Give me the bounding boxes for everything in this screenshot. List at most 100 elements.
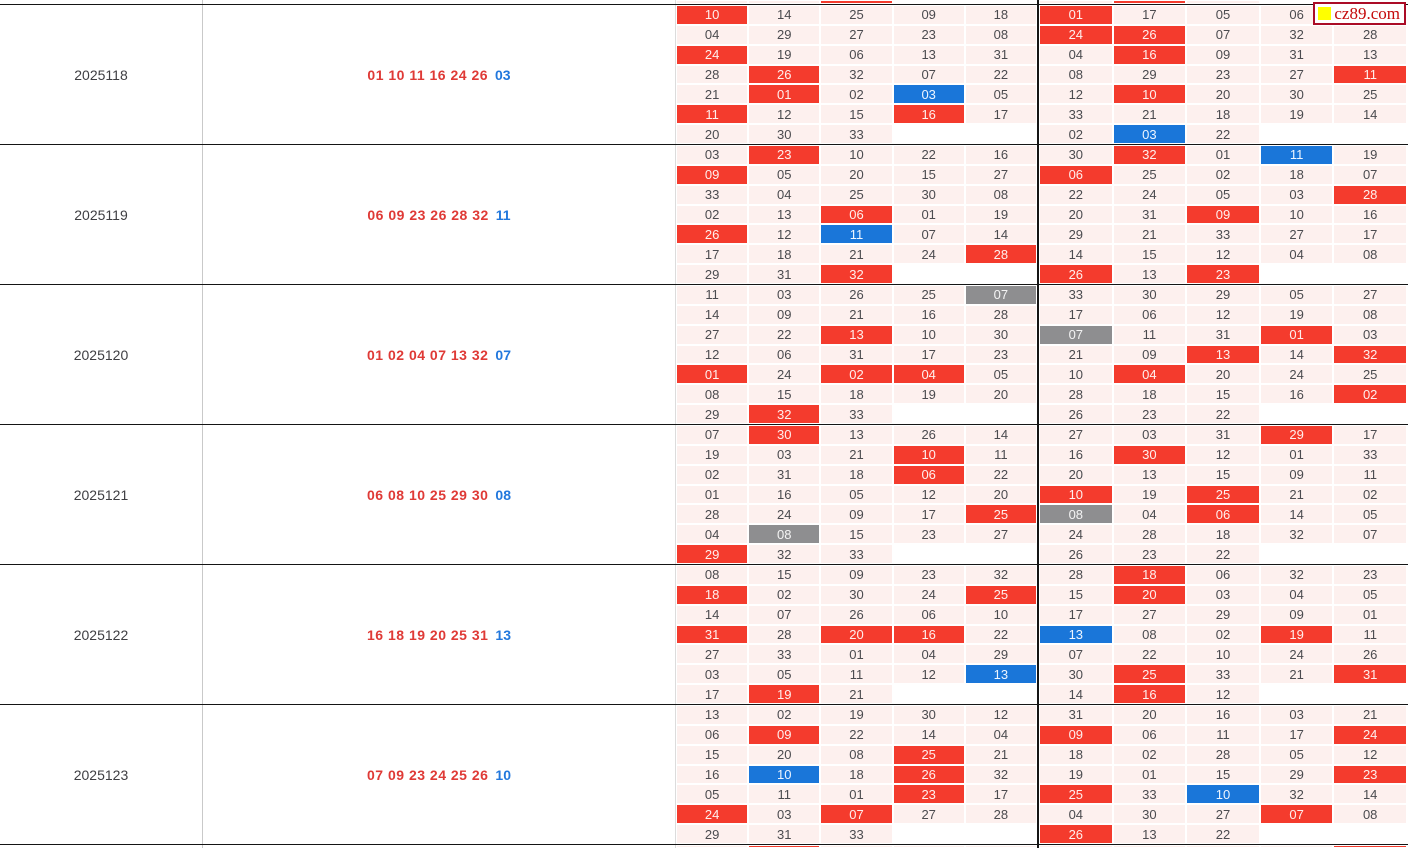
grid-cell: 24: [1333, 724, 1407, 745]
grid-cell: 32: [820, 264, 893, 284]
grid-cell: 33: [820, 404, 893, 424]
grid-cell: 09: [1259, 604, 1334, 625]
grid-cell: [892, 124, 965, 144]
grid-cell: 25: [892, 744, 965, 765]
grid-cell: 27: [1039, 425, 1113, 445]
grid-cell: 15: [748, 384, 821, 405]
grid-cell: 27: [820, 24, 893, 45]
grid-cell: 10: [1039, 484, 1113, 505]
grid-cell: 06: [676, 724, 749, 745]
grid-cell: 29: [1186, 604, 1260, 625]
block-divider: [1037, 5, 1039, 144]
grid-cell: [964, 404, 1037, 424]
grid-cell: 08: [964, 24, 1037, 45]
grid-cell: 21: [1259, 664, 1334, 685]
grid-cell: 24: [748, 504, 821, 525]
grid-cell: 11: [1333, 64, 1407, 85]
grid-cell: 17: [1333, 425, 1407, 445]
period-row: 2025122 16 18 19 20 25 31 13 08 15 09 23 32 1…: [0, 565, 1408, 705]
grid-cell: 33: [1333, 444, 1407, 465]
grid-cell: 20: [820, 624, 893, 645]
grid-cell: 06: [1112, 724, 1187, 745]
block-divider: [1037, 565, 1039, 704]
grid-cell: [1259, 264, 1334, 284]
grid-cell: 29: [1186, 285, 1260, 305]
grid-cell: 01: [1186, 145, 1260, 165]
grid-cell: 17: [964, 784, 1037, 805]
grid-cell: 20: [676, 124, 749, 144]
grid-cell: 04: [1112, 504, 1187, 525]
grid-cell: 11: [1112, 324, 1187, 345]
grid-cell: 05: [748, 664, 821, 685]
grid-cell: 03: [748, 444, 821, 465]
grid-cell: 20: [1112, 705, 1187, 725]
watermark-site-name: cz89.com: [1334, 4, 1400, 23]
grid-cell: 20: [1039, 204, 1113, 225]
grid-cell: 13: [1112, 464, 1187, 485]
grid-cell: 21: [1112, 224, 1187, 245]
grid-cell: 08: [1333, 304, 1407, 325]
grid-cell: 22: [964, 64, 1037, 85]
grid-cell: 31: [748, 264, 821, 284]
grid-cell: 24: [1039, 24, 1113, 45]
grid-cell: 07: [820, 804, 893, 825]
grid-cell: 14: [1333, 784, 1407, 805]
grid-cell: 09: [748, 724, 821, 745]
grid-cell: 29: [676, 264, 749, 284]
partial-period-cell: [0, 0, 203, 4]
grid-cell: 16: [1112, 684, 1187, 704]
grid-cell: 03: [1259, 184, 1334, 205]
winning-red-balls: 01 02 04 07 13 32: [367, 346, 489, 363]
grid-cell: 16: [676, 764, 749, 785]
grid-cell: 09: [892, 5, 965, 25]
grid-cell: 23: [892, 784, 965, 805]
grid-cell: 16: [748, 484, 821, 505]
grid-cell: 13: [748, 204, 821, 225]
grid-cell: 19: [964, 204, 1037, 225]
winning-numbers: 06 09 23 26 28 32 11: [203, 145, 675, 284]
grid-cell: 33: [1039, 104, 1113, 125]
grid-cell: 33: [1039, 285, 1113, 305]
grid-cell: 29: [964, 644, 1037, 665]
grid-cell: 04: [748, 184, 821, 205]
grid-cell: 31: [964, 44, 1037, 65]
block-divider: [1037, 425, 1039, 564]
grid-cell: 30: [964, 324, 1037, 345]
grid-cell: 22: [1112, 644, 1187, 665]
winning-red-balls: 07 09 23 24 25 26: [367, 766, 489, 783]
number-grid: 10 14 25 09 18 04 29 27 23 08 24 19 06 13 31 28 26 32 07 22…: [675, 5, 1407, 144]
site-watermark[interactable]: cz89.com: [1313, 2, 1406, 25]
period-row: 2025118 01 10 11 16 24 26 03 10 14 25 09 18 0…: [0, 5, 1408, 145]
grid-cell: 17: [892, 344, 965, 365]
grid-cell: 21: [964, 744, 1037, 765]
grid-cell: 03: [892, 84, 965, 105]
grid-cell: 10: [820, 145, 893, 165]
grid-cell: 25: [892, 285, 965, 305]
grid-cell: 22: [1186, 824, 1260, 844]
grid-cell: [964, 124, 1037, 144]
grid-cell: 14: [676, 304, 749, 325]
grid-cell: 12: [1039, 84, 1113, 105]
grid-cell: 08: [676, 384, 749, 405]
grid-cell: 05: [1259, 744, 1334, 765]
grid-cell: 04: [892, 644, 965, 665]
grid-cell: 26: [1333, 644, 1407, 665]
grid-cell: 10: [676, 5, 749, 25]
grid-cell: 17: [1039, 304, 1113, 325]
grid-cell: 01: [1333, 604, 1407, 625]
grid-cell: [1259, 684, 1334, 704]
grid-cell: 05: [1333, 584, 1407, 605]
grid-cell: 24: [676, 44, 749, 65]
grid-cell: 27: [964, 524, 1037, 545]
grid-cell: 13: [1112, 824, 1187, 844]
grid-cell: 01: [1259, 444, 1334, 465]
partial-block-left: [676, 0, 1037, 4]
grid-cell: 30: [748, 124, 821, 144]
grid-cell: 28: [964, 244, 1037, 265]
grid-cell: [964, 264, 1037, 284]
grid-cell: 13: [1186, 344, 1260, 365]
grid-cell: 07: [1039, 644, 1113, 665]
grid-cell: 20: [964, 484, 1037, 505]
grid-cell: 08: [1333, 804, 1407, 825]
grid-cell: 18: [820, 384, 893, 405]
